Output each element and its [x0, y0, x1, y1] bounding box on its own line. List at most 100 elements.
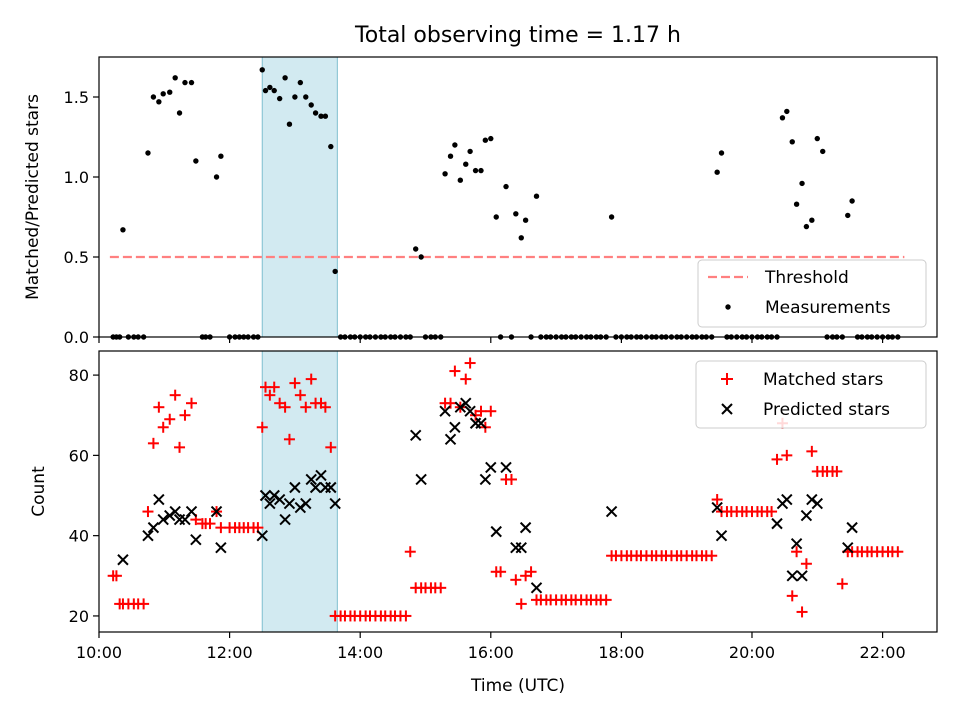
- measurement-point: [176, 110, 183, 116]
- y-tick-label: 0.5: [64, 248, 89, 267]
- predicted-star-point: [415, 473, 427, 486]
- matched-star-point: [892, 546, 904, 558]
- measurement-point: [463, 161, 469, 167]
- predicted-star-point: [294, 501, 307, 514]
- measurement-point: [332, 268, 338, 275]
- x-axis-label: Time (UTC): [470, 676, 565, 696]
- measurement-point: [282, 75, 288, 81]
- predicted-star-point: [490, 525, 502, 538]
- predicted-star-point: [781, 493, 793, 506]
- predicted-star-point: [475, 417, 487, 429]
- predicted-star-point: [142, 529, 154, 542]
- measurement-point: [820, 148, 826, 155]
- measurement-point: [799, 180, 805, 187]
- measurement-point: [259, 67, 265, 73]
- axes-frame: [98, 56, 938, 338]
- measurement-point: [845, 212, 851, 219]
- measurement-point: [803, 223, 810, 230]
- matched-star-point: [404, 546, 416, 558]
- measurement-point: [160, 91, 166, 97]
- predicted-star-point: [771, 517, 783, 530]
- measurement-point: [518, 235, 524, 241]
- predicted-star-point: [190, 533, 202, 546]
- matched-star-point: [806, 445, 818, 457]
- measurement-point: [150, 94, 157, 100]
- legend-box: [695, 360, 927, 429]
- matched-star-point: [836, 578, 848, 590]
- predicted-star-point: [315, 469, 327, 482]
- observing-window-shade: [262, 57, 338, 337]
- legend-matched-swatch: [721, 373, 733, 385]
- predicted-star-point: [157, 513, 169, 526]
- matched-star-point: [325, 441, 337, 453]
- bottom-legend: Matched stars Predicted stars: [695, 360, 927, 429]
- legend-measurement-label: Measurements: [765, 298, 891, 318]
- legend-predicted-label: Predicted stars: [763, 400, 890, 420]
- measurement-point: [322, 113, 329, 119]
- predicted-star-point: [444, 433, 457, 446]
- measurement-point: [789, 139, 795, 145]
- matched-star-point: [279, 401, 291, 413]
- matched-star-point: [791, 546, 803, 558]
- matched-star-point: [319, 401, 331, 413]
- predicted-star-point: [179, 513, 191, 526]
- predicted-star-point: [510, 541, 522, 554]
- predicted-star-point: [264, 497, 276, 510]
- measurement-point: [193, 158, 199, 164]
- measurement-point: [303, 94, 309, 100]
- predicted-star-point: [485, 461, 497, 474]
- measurement-point: [156, 99, 162, 105]
- measurement-point: [172, 75, 178, 81]
- measurement-point: [503, 183, 509, 190]
- matched-star-point: [300, 401, 312, 413]
- measurement-point: [533, 193, 540, 199]
- x-tick-label: 18:00: [598, 643, 644, 662]
- predicted-star-point: [806, 493, 818, 506]
- measurement-point: [793, 201, 800, 207]
- matched-star-point: [400, 610, 412, 622]
- predicted-star-point: [117, 554, 129, 566]
- y-tick-label: 80: [69, 366, 89, 385]
- matched-star-point: [138, 598, 150, 610]
- predicted-star-point: [210, 505, 223, 518]
- measurement-point: [608, 214, 615, 220]
- measurement-point: [276, 95, 283, 102]
- legend-matched-label: Matched stars: [763, 370, 883, 390]
- matched-star-point: [711, 494, 723, 506]
- measurement-point: [457, 177, 464, 183]
- measurement-point: [145, 150, 151, 156]
- predicted-star-point: [449, 421, 461, 433]
- measurement-point: [814, 135, 820, 142]
- matched-star-point: [174, 441, 186, 453]
- predicted-star-point: [515, 541, 527, 554]
- predicted-star-point: [169, 505, 181, 518]
- predicted-star-point: [164, 509, 176, 522]
- measurement-point: [714, 169, 720, 175]
- matched-star-point: [766, 506, 778, 518]
- top-axes: 0.0 0.5 1.0 1.5: [64, 56, 938, 347]
- matched-star-point: [264, 389, 276, 401]
- bottom-panel: 20 40 60 80 10:00 12:00 14:00 16:00 18:00 20:00 22…: [29, 350, 938, 696]
- legend-measurement-swatch: [725, 304, 731, 310]
- measurement-point: [218, 153, 224, 159]
- legend-predicted-swatch: [721, 403, 733, 415]
- predicted-star-point: [530, 582, 543, 594]
- predicted-star-point: [325, 481, 337, 494]
- y-tick-label: 20: [69, 607, 89, 626]
- predicted-star-point: [273, 493, 286, 506]
- matched-star-point: [164, 413, 176, 425]
- predicted-star-point: [439, 405, 451, 417]
- matched-star-point: [515, 598, 527, 610]
- figure-title: Total observing time = 1.17 h: [354, 23, 681, 48]
- matched-star-point: [510, 574, 522, 586]
- measurement-point: [513, 211, 519, 217]
- matched-star-point: [600, 594, 612, 606]
- predicted-star-point: [790, 537, 803, 550]
- predicted-stars-points: [117, 397, 858, 594]
- bottom-axes: 20 40 60 80 10:00 12:00 14:00 16:00 18:00 20:00 22…: [69, 350, 938, 662]
- measurement-point: [467, 148, 473, 155]
- top-shaded-interval: [261, 57, 338, 337]
- predicted-star-point: [283, 497, 296, 510]
- predicted-star-point: [786, 570, 798, 582]
